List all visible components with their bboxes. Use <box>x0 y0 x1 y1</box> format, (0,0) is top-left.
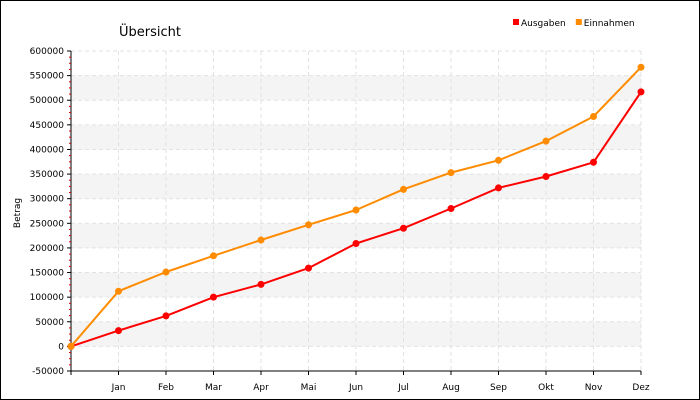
data-point-ausgaben <box>495 184 502 192</box>
data-point-einnahmen <box>257 236 265 244</box>
data-point-ausgaben <box>542 173 550 181</box>
data-point-ausgaben <box>447 205 455 213</box>
legend-label-ausgaben: Ausgaben <box>521 19 566 29</box>
legend: Ausgaben Einnahmen <box>513 19 635 29</box>
data-point-ausgaben <box>162 312 170 320</box>
x-tick-label: Dez <box>632 383 649 393</box>
data-point-ausgaben <box>305 264 312 272</box>
data-point-einnahmen <box>210 252 217 260</box>
y-axis-label: Betrag <box>13 198 23 228</box>
data-point-ausgaben <box>257 280 265 288</box>
y-tick-label: 100000 <box>30 293 65 303</box>
y-tick-label: 250000 <box>30 219 65 229</box>
x-tick-label: Sep <box>490 383 507 393</box>
x-tick-label: Apr <box>253 383 269 393</box>
data-point-einnahmen <box>305 221 312 229</box>
data-point-einnahmen <box>162 268 170 276</box>
data-point-ausgaben <box>352 239 360 247</box>
data-point-einnahmen <box>400 185 407 193</box>
x-tick-label: Nov <box>585 383 603 393</box>
data-point-ausgaben <box>637 88 645 96</box>
y-tick-label: -50000 <box>32 367 64 377</box>
y-tick-label: 150000 <box>30 269 65 279</box>
x-tick-label: Jul <box>397 383 409 393</box>
x-tick-label: Jan <box>111 383 126 393</box>
data-point-ausgaben <box>400 224 407 232</box>
data-point-einnahmen <box>495 156 502 164</box>
x-tick-label: Aug <box>442 383 460 393</box>
data-point-einnahmen <box>637 63 645 71</box>
x-tick-label: Mar <box>205 383 222 393</box>
y-tick-label: 600000 <box>30 47 65 57</box>
legend-swatch-ausgaben <box>513 19 519 25</box>
data-point-ausgaben <box>210 293 217 301</box>
chart-title: Übersicht <box>119 23 181 40</box>
data-point-einnahmen <box>352 206 360 214</box>
y-tick-label: 500000 <box>30 96 65 106</box>
x-tick-label: Okt <box>538 383 554 393</box>
y-tick-label: 350000 <box>30 170 65 180</box>
series-group <box>67 63 645 350</box>
y-tick-label: 400000 <box>30 145 65 155</box>
data-point-einnahmen <box>67 342 75 350</box>
data-point-einnahmen <box>447 169 455 177</box>
x-tick-label: Jun <box>348 383 363 393</box>
x-tick-label: Feb <box>158 383 174 393</box>
data-point-einnahmen <box>590 112 597 120</box>
y-tick-label: 450000 <box>30 121 65 131</box>
legend-swatch-einnahmen <box>575 19 582 25</box>
y-tick-label: 50000 <box>35 318 64 328</box>
x-tick-label: Mai <box>301 383 317 393</box>
data-point-ausgaben <box>590 158 597 166</box>
x-axis-ticks: Jan Feb Mar Apr Mai Jun Jul Aug Sep Okt Nov Dez <box>70 371 650 393</box>
data-point-einnahmen <box>542 137 550 145</box>
y-tick-label: 200000 <box>30 244 65 254</box>
data-point-einnahmen <box>115 287 122 295</box>
y-tick-label: 0 <box>58 342 64 352</box>
y-tick-label: 300000 <box>30 195 65 205</box>
data-point-ausgaben <box>115 327 122 335</box>
y-tick-label: 550000 <box>30 72 65 82</box>
y-axis-ticks: -50000 0 50000 100000 150000 200000 250000 3000… <box>30 47 71 377</box>
legend-label-einnahmen: Einnahmen <box>584 19 635 29</box>
